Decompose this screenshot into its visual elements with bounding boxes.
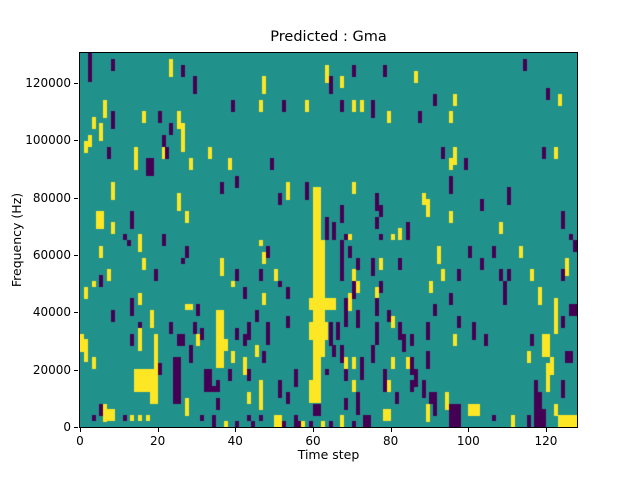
- y-tick-label: 60000: [32, 248, 71, 263]
- y-tick-mark: [74, 197, 78, 199]
- y-tick-label: 100000: [25, 133, 71, 148]
- y-tick-mark: [74, 140, 78, 142]
- y-axis: 0 20000 40000 60000 80000 100000 120000: [0, 53, 79, 434]
- x-tick-mark: [80, 428, 81, 432]
- x-tick-label: 0: [76, 434, 84, 448]
- y-tick-mark: [74, 369, 78, 371]
- x-tick-mark: [545, 428, 547, 432]
- x-tick-mark: [468, 428, 470, 432]
- x-tick-label: 100: [456, 434, 480, 448]
- x-tick-label: 60: [305, 434, 321, 448]
- x-tick-mark: [157, 428, 159, 432]
- x-tick-mark: [235, 428, 237, 432]
- heatmap-canvas: [80, 53, 577, 427]
- x-axis: 0 20 40 60 80 100 120: [76, 427, 577, 467]
- y-tick-label: 20000: [32, 362, 71, 377]
- x-tick-mark: [312, 428, 314, 432]
- y-tick-label: 0: [63, 420, 71, 434]
- y-tick-label: 120000: [25, 76, 71, 91]
- y-tick-mark: [74, 255, 78, 257]
- y-tick-label: 80000: [32, 190, 71, 205]
- x-tick-mark: [390, 428, 392, 432]
- y-tick-mark: [74, 312, 78, 314]
- chart-title: Predicted : Gma: [270, 29, 387, 45]
- y-axis-label: Frequency (Hz): [9, 192, 24, 288]
- y-tick-mark: [74, 83, 78, 85]
- x-tick-label: 80: [382, 434, 399, 448]
- x-tick-label: 20: [150, 434, 166, 448]
- y-tick-label: 40000: [32, 305, 71, 320]
- plot-area: [79, 52, 578, 428]
- x-axis-label: Time step: [297, 447, 360, 462]
- x-tick-label: 40: [227, 434, 243, 448]
- y-tick-mark: [74, 427, 78, 428]
- x-tick-label: 120: [534, 434, 558, 448]
